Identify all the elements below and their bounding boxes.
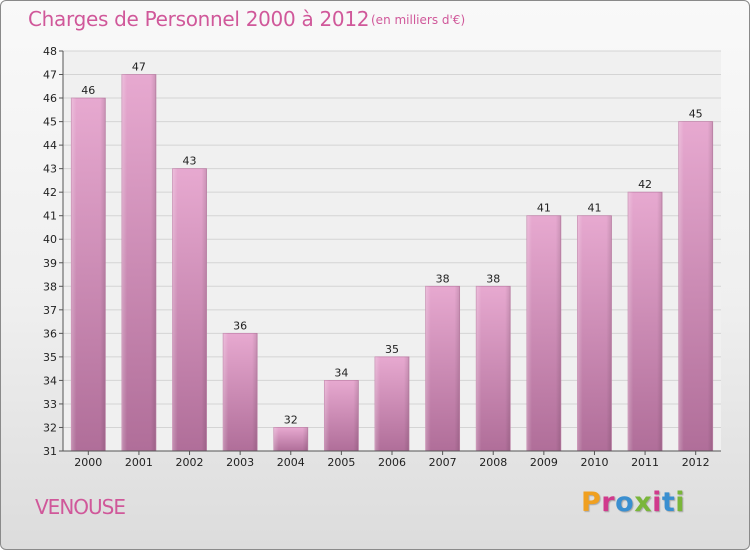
y-tick-label: 37 (43, 304, 57, 317)
bar-shade (628, 192, 663, 452)
data-label: 45 (689, 108, 703, 121)
x-tick-label: 2002 (176, 456, 204, 469)
x-tick-label: 2007 (429, 456, 457, 469)
data-label: 41 (587, 202, 601, 215)
y-tick-label: 39 (43, 257, 57, 270)
bar-shade (375, 356, 409, 451)
y-tick-label: 31 (43, 445, 57, 458)
commune-name: VENOUSE (35, 495, 126, 519)
x-tick-label: 2009 (530, 456, 558, 469)
logo-letter: t (661, 487, 676, 518)
x-tick-label: 2000 (74, 456, 102, 469)
data-label: 34 (334, 366, 348, 379)
x-tick-label: 2003 (226, 456, 254, 469)
bar-shade (577, 215, 612, 451)
y-tick-label: 36 (43, 327, 57, 340)
logo-letter: x (634, 487, 653, 518)
x-tick-label: 2005 (327, 456, 355, 469)
proxiti-logo[interactable]: Proxiti (581, 487, 685, 518)
y-tick-label: 38 (43, 280, 57, 293)
bar-shade (678, 121, 713, 452)
y-tick-label: 43 (43, 163, 57, 176)
data-labels: 46 47 43 36 32 34 35 38 38 41 41 42 45 (81, 61, 702, 427)
y-tick-label: 41 (43, 210, 57, 223)
y-tick-label: 32 (43, 421, 57, 434)
data-label: 42 (638, 178, 652, 191)
y-tick-labels: 31 32 33 34 35 36 37 38 39 40 41 42 43 44 45 46 47 48 (43, 45, 63, 458)
bar-shade (273, 427, 308, 451)
logo-letter: i (652, 487, 662, 518)
y-tick-label: 44 (43, 139, 57, 152)
x-tick-label: 2010 (580, 456, 608, 469)
data-label: 47 (132, 61, 146, 74)
bar-shade (324, 380, 359, 451)
x-tick-label: 2006 (378, 456, 406, 469)
y-tick-label: 35 (43, 351, 57, 364)
bar-shade (476, 286, 511, 451)
bar-shade (425, 286, 460, 451)
x-tick-labels: 2000 2001 2002 2003 2004 2005 2006 2007 2008 2009… (74, 451, 710, 469)
y-tick-label: 33 (43, 398, 57, 411)
logo-letter: o (615, 487, 635, 518)
bars (70, 74, 714, 452)
x-tick-label: 2001 (125, 456, 153, 469)
bar-shade (71, 98, 106, 451)
y-tick-label: 42 (43, 186, 57, 199)
data-label: 32 (284, 413, 298, 426)
data-label: 38 (436, 272, 450, 285)
logo-letter: i (675, 487, 686, 518)
bar-shade (526, 215, 561, 451)
y-tick-label: 48 (43, 45, 57, 58)
logo-letter: P (581, 487, 602, 518)
bar-shade (223, 333, 258, 451)
data-label: 43 (183, 155, 197, 168)
y-tick-label: 45 (43, 116, 57, 129)
bar-shade (172, 168, 207, 451)
y-tick-label: 34 (43, 374, 57, 387)
data-label: 38 (486, 272, 500, 285)
x-tick-label: 2004 (277, 456, 305, 469)
data-label: 41 (537, 202, 551, 215)
x-tick-label: 2008 (479, 456, 507, 469)
data-label: 36 (233, 319, 247, 332)
data-label: 35 (385, 343, 399, 356)
y-tick-label: 47 (43, 69, 57, 82)
y-tick-label: 46 (43, 92, 57, 105)
x-tick-label: 2011 (631, 456, 659, 469)
bar-shade (121, 74, 156, 451)
chart-subtitle: (en milliers d'€) (371, 13, 466, 27)
logo-letter: r (601, 487, 616, 518)
data-label: 46 (81, 84, 95, 97)
x-tick-label: 2012 (682, 456, 710, 469)
y-tick-label: 40 (43, 233, 57, 246)
chart-title: Charges de Personnel 2000 à 2012 (28, 7, 370, 31)
